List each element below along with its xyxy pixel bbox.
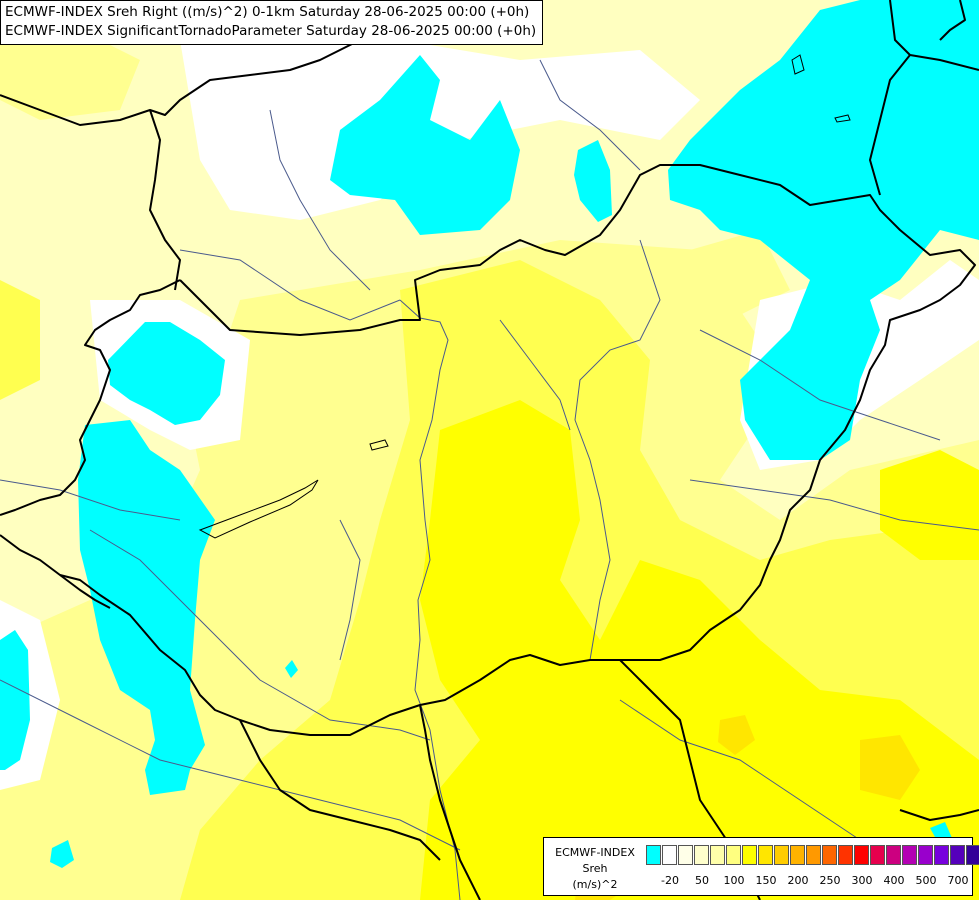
legend-swatches: [646, 845, 979, 865]
legend-ticks: -20 50 100 150 200 250 300 400 500 700: [646, 874, 971, 888]
legend-swatch: [918, 845, 933, 865]
border-hungary: [59, 164, 976, 736]
lake-small-1: [369, 439, 389, 451]
cyan-zone-far-west: [0, 630, 30, 770]
bright-yellow-zone-ne: [880, 450, 979, 560]
cyan-zone-northeast: [668, 0, 979, 460]
color-legend: ECMWF-INDEX Sreh (m/s)^2 -20 50 100 150 200 2…: [543, 837, 979, 896]
border-north-slovakia-2: [149, 109, 181, 291]
legend-swatch: [886, 845, 901, 865]
river-east-1: [699, 329, 941, 441]
bright-yellow-zone-center: [420, 400, 979, 900]
legend-tick-label: -20: [661, 874, 679, 887]
lake-small-2: [834, 114, 851, 123]
legend-swatch: [822, 845, 837, 865]
legend-swatch: [646, 845, 661, 865]
river-west-1: [0, 479, 181, 521]
legend-swatch: [726, 845, 741, 865]
legend-tick-label: 50: [695, 874, 709, 887]
lake-balaton: [198, 479, 319, 539]
legend-swatch: [934, 845, 949, 865]
legend-swatch: [774, 845, 789, 865]
legend-swatch: [854, 845, 869, 865]
gold-spot-se: [860, 735, 920, 800]
legend-swatch: [742, 845, 757, 865]
legend-tick-label: 150: [755, 874, 777, 887]
border-se-edge: [899, 809, 979, 821]
cyan-zone-north-small: [574, 140, 612, 222]
map-title-line-1: ECMWF-INDEX Sreh Right ((m/s)^2) 0-1km S…: [5, 4, 530, 20]
legend-variable: Sreh: [582, 862, 608, 875]
border-east-ukraine: [869, 54, 911, 196]
legend-swatch: [838, 845, 853, 865]
cyan-zone-west: [108, 322, 225, 425]
legend-title: ECMWF-INDEX: [555, 846, 635, 859]
river-danube: [399, 299, 461, 900]
river-north-1: [179, 249, 401, 321]
white-zone-north: [180, 20, 700, 220]
border-west-austria: [0, 279, 181, 516]
gold-spot-s: [718, 715, 755, 755]
lake-small-3: [791, 54, 805, 75]
light-yellow-zone-east: [690, 230, 790, 320]
legend-swatch: [758, 845, 773, 865]
border-sw-bosnia: [239, 719, 441, 861]
border-west-croatia: [0, 534, 111, 609]
legend-unit: (m/s)^2: [572, 878, 618, 891]
river-north-2: [269, 109, 371, 291]
legend-swatch: [806, 845, 821, 865]
legend-tick-label: 400: [883, 874, 905, 887]
legend-tick-label: 200: [787, 874, 809, 887]
map-title-box: ECMWF-INDEX Sreh Right ((m/s)^2) 0-1km S…: [0, 0, 544, 45]
cyan-zone-tiny: [285, 660, 298, 678]
border-east-romania: [939, 0, 966, 41]
light-yellow-zone-north: [0, 20, 140, 120]
legend-swatch: [710, 845, 725, 865]
legend-swatch: [790, 845, 805, 865]
legend-swatch: [678, 845, 693, 865]
legend-swatch: [694, 845, 709, 865]
cyan-zone-sw-small: [50, 840, 74, 868]
legend-swatch: [966, 845, 979, 865]
legend-tick-label: 500: [915, 874, 937, 887]
river-tisza: [574, 239, 661, 661]
legend-swatch: [662, 845, 677, 865]
map-title-line-2: ECMWF-INDEX SignificantTornadoParameter …: [5, 23, 537, 39]
legend-swatch: [950, 845, 965, 865]
border-south-serbia: [419, 704, 481, 900]
river-sava: [0, 679, 461, 851]
river-east-2: [689, 479, 979, 531]
river-ne-1: [539, 59, 641, 171]
cyan-zone-north: [330, 55, 520, 235]
legend-swatch: [902, 845, 917, 865]
river-center-1: [339, 519, 361, 661]
cyan-zone-southwest: [78, 420, 215, 795]
legend-tick-label: 100: [723, 874, 745, 887]
river-drava: [89, 529, 431, 741]
legend-tick-label: 300: [851, 874, 873, 887]
legend-tick-label: 700: [947, 874, 969, 887]
legend-tick-label: 250: [819, 874, 841, 887]
yellow-zone-west: [0, 280, 40, 400]
legend-swatch: [870, 845, 885, 865]
river-center-2: [499, 319, 571, 431]
